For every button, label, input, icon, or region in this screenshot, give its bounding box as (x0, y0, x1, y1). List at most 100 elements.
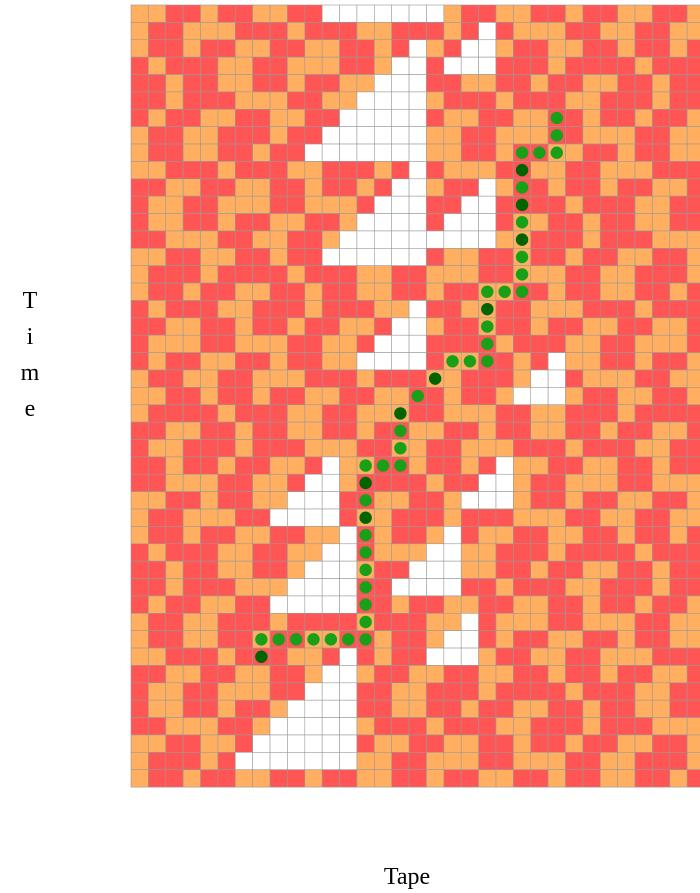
tape-cell (617, 473, 636, 492)
tape-cell (617, 526, 636, 545)
tape-cell (495, 300, 514, 319)
tape-cell (304, 404, 323, 423)
tape-cell (478, 143, 497, 162)
tape-cell (374, 421, 393, 440)
tape-cell (478, 4, 497, 23)
tape-cell (634, 91, 653, 110)
head-state (481, 337, 494, 351)
tape-cell (287, 404, 306, 423)
tape-cell (234, 334, 253, 353)
tape-cell (252, 439, 271, 458)
tape-cell (686, 734, 700, 753)
tape-cell (374, 230, 393, 249)
tape-cell (217, 4, 236, 23)
tape-cell (547, 543, 566, 562)
tape-cell (148, 421, 167, 440)
tape-cell (182, 595, 201, 614)
tape-cell (686, 369, 700, 388)
tape-cell (686, 334, 700, 353)
tape-cell (287, 178, 306, 197)
tape-cell (217, 560, 236, 579)
tape-cell (234, 647, 253, 666)
tape-cell (669, 22, 688, 41)
tape-cell (565, 178, 584, 197)
tape-cell (321, 717, 340, 736)
tape-cell (599, 421, 618, 440)
tape-cell (634, 473, 653, 492)
tape-cell (530, 682, 549, 701)
tape-cell (252, 752, 271, 771)
y-axis-letter: T (23, 288, 38, 314)
tape-cell (148, 647, 167, 666)
tape-cell (652, 265, 671, 284)
tape-cell (478, 387, 497, 406)
tape-cell (582, 508, 601, 527)
tape-cell (391, 300, 410, 319)
tape-cell (530, 39, 549, 58)
tape-cell (652, 491, 671, 510)
tape-cell (287, 126, 306, 145)
tape-cell (669, 526, 688, 545)
tape-cell (148, 578, 167, 597)
tape-cell (200, 91, 219, 110)
tape-cell (356, 734, 375, 753)
tape-cell (617, 699, 636, 718)
tape-cell (304, 248, 323, 267)
tape-cell (200, 387, 219, 406)
tape-cell (217, 526, 236, 545)
tape-cell (530, 317, 549, 336)
tape-cell (460, 734, 479, 753)
tape-cell (374, 508, 393, 527)
tape-cell (408, 682, 427, 701)
tape-cell (165, 126, 184, 145)
tape-cell (565, 300, 584, 319)
tape-cell (495, 491, 514, 510)
tape-cell (582, 752, 601, 771)
tape-cell (686, 543, 700, 562)
tape-cell (599, 317, 618, 336)
tape-cell (356, 39, 375, 58)
tape-cell (321, 161, 340, 180)
tape-cell (287, 612, 306, 631)
tape-cell (686, 508, 700, 527)
tape-cell (408, 91, 427, 110)
tape-cell (304, 126, 323, 145)
tape-cell (321, 369, 340, 388)
tape-cell (617, 595, 636, 614)
tape-cell (182, 682, 201, 701)
tape-cell (304, 195, 323, 214)
tape-cell (547, 526, 566, 545)
tape-cell (234, 126, 253, 145)
tape-cell (182, 526, 201, 545)
tape-cell (408, 717, 427, 736)
tape-cell (547, 578, 566, 597)
tape-cell (165, 491, 184, 510)
tape-cell (495, 143, 514, 162)
tape-cell (652, 126, 671, 145)
tape-cell (374, 195, 393, 214)
tape-cell (339, 74, 358, 93)
tape-cell (408, 369, 427, 388)
tape-cell (234, 22, 253, 41)
tape-cell (287, 4, 306, 23)
tape-cell (478, 682, 497, 701)
tape-cell (234, 195, 253, 214)
tape-cell (530, 526, 549, 545)
tape-cell (634, 230, 653, 249)
tape-cell (478, 491, 497, 510)
tape-cell (304, 717, 323, 736)
tape-cell (234, 404, 253, 423)
tape-cell (234, 595, 253, 614)
tape-cell (565, 578, 584, 597)
tape-cell (443, 74, 462, 93)
tape-cell (287, 56, 306, 75)
tape-cell (495, 39, 514, 58)
tape-cell (287, 248, 306, 267)
tape-cell (443, 630, 462, 649)
tape-cell (617, 717, 636, 736)
tape-cell (269, 491, 288, 510)
tape-cell (287, 74, 306, 93)
tape-cell (599, 699, 618, 718)
tape-cell (460, 717, 479, 736)
tape-cell (599, 56, 618, 75)
